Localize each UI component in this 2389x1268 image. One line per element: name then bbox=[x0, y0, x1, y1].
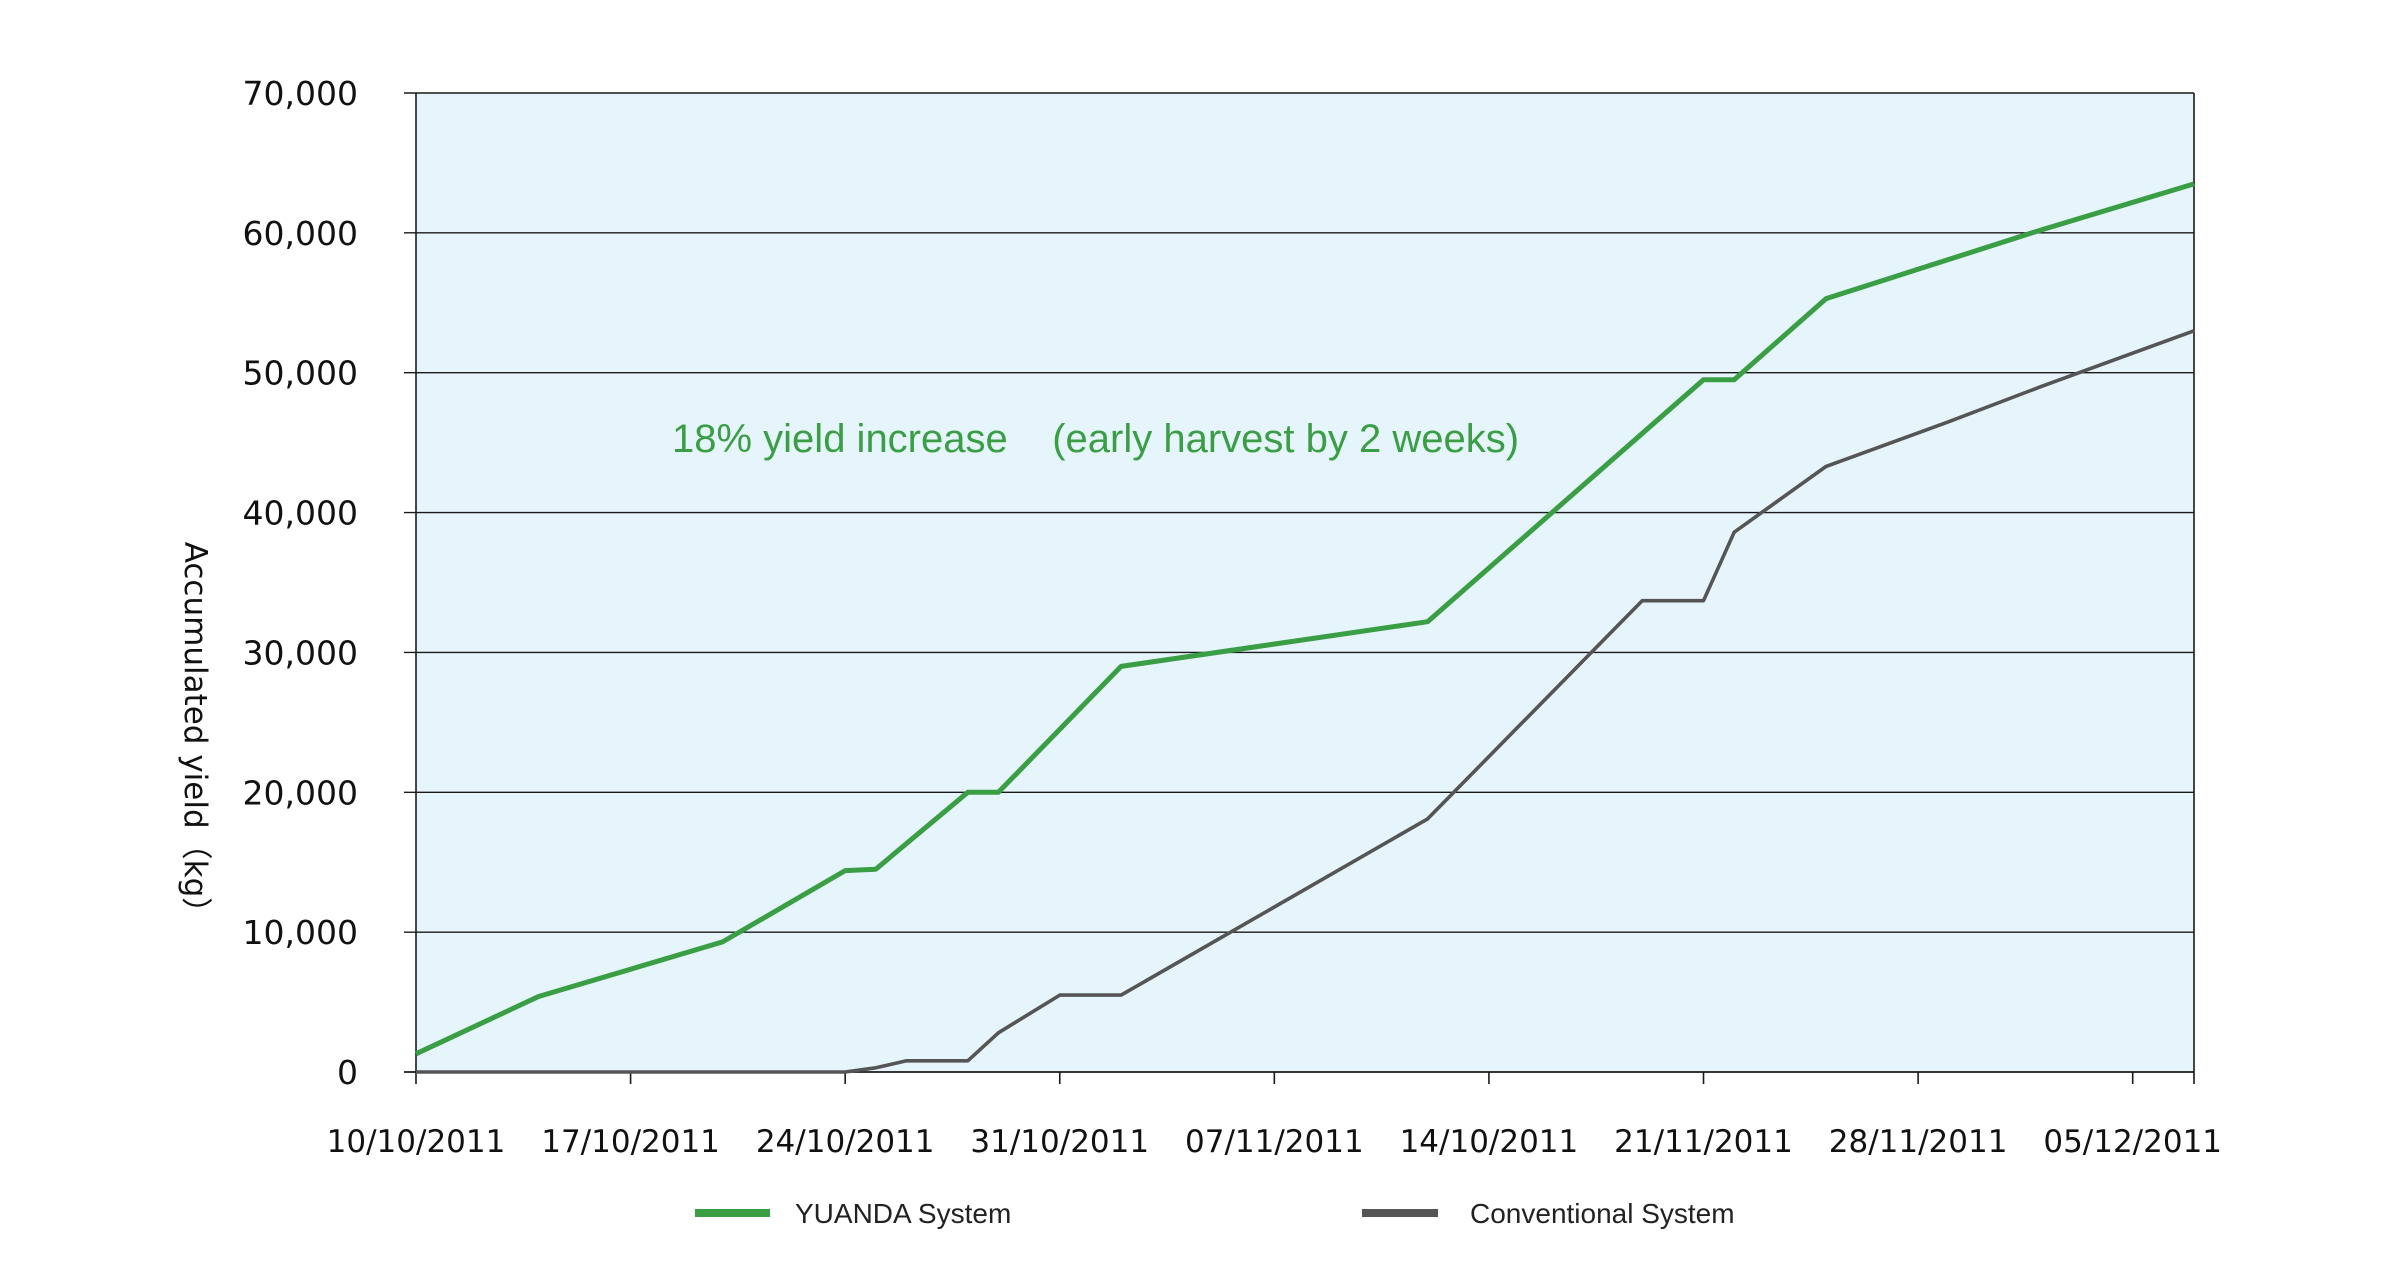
x-tick-label: 28/11/2011 bbox=[1829, 1124, 2008, 1160]
y-tick-label: 0 bbox=[337, 1053, 358, 1092]
x-tick-label: 21/11/2011 bbox=[1614, 1124, 1793, 1160]
y-axis-label: Accumulated yield（kg） bbox=[177, 542, 213, 929]
yield-increase-annotation: 18% yield increase (early harvest by 2 w… bbox=[672, 417, 1519, 461]
legend-label-conventional: Conventional System bbox=[1470, 1198, 1735, 1229]
x-tick-label: 24/10/2011 bbox=[756, 1124, 935, 1160]
y-tick-label: 20,000 bbox=[243, 773, 358, 812]
y-tick-label: 70,000 bbox=[243, 74, 358, 113]
x-tick-label: 10/10/2011 bbox=[327, 1124, 506, 1160]
x-tick-label: 17/10/2011 bbox=[541, 1124, 720, 1160]
plot-background bbox=[416, 93, 2194, 1072]
y-tick-label: 10,000 bbox=[243, 913, 358, 952]
y-tick-label: 40,000 bbox=[243, 494, 358, 533]
gridlines bbox=[404, 92, 2194, 933]
x-tick-label: 31/10/2011 bbox=[970, 1124, 1149, 1160]
x-tick-label: 07/11/2011 bbox=[1185, 1124, 1364, 1160]
x-tick-labels: 10/10/2011 17/10/2011 24/10/2011 31/10/2011… bbox=[327, 1124, 2222, 1160]
y-tick-label: 30,000 bbox=[243, 633, 358, 672]
y-tick-label: 50,000 bbox=[243, 354, 358, 393]
x-tick-label: 05/12/2011 bbox=[2043, 1124, 2222, 1160]
y-tick-labels: 0 10,000 20,000 30,000 40,000 50,000 60,000 70,… bbox=[243, 74, 358, 1092]
series-lines bbox=[414, 181, 2195, 1074]
y-tick-label: 60,000 bbox=[243, 214, 358, 253]
legend: YUANDA System Conventional System bbox=[695, 1198, 1735, 1229]
series-line-conventional bbox=[416, 329, 2195, 1074]
x-tick-label: 14/10/2011 bbox=[1400, 1124, 1579, 1160]
series-line-yuanda bbox=[414, 181, 2195, 1057]
legend-label-yuanda: YUANDA System bbox=[795, 1198, 1011, 1229]
